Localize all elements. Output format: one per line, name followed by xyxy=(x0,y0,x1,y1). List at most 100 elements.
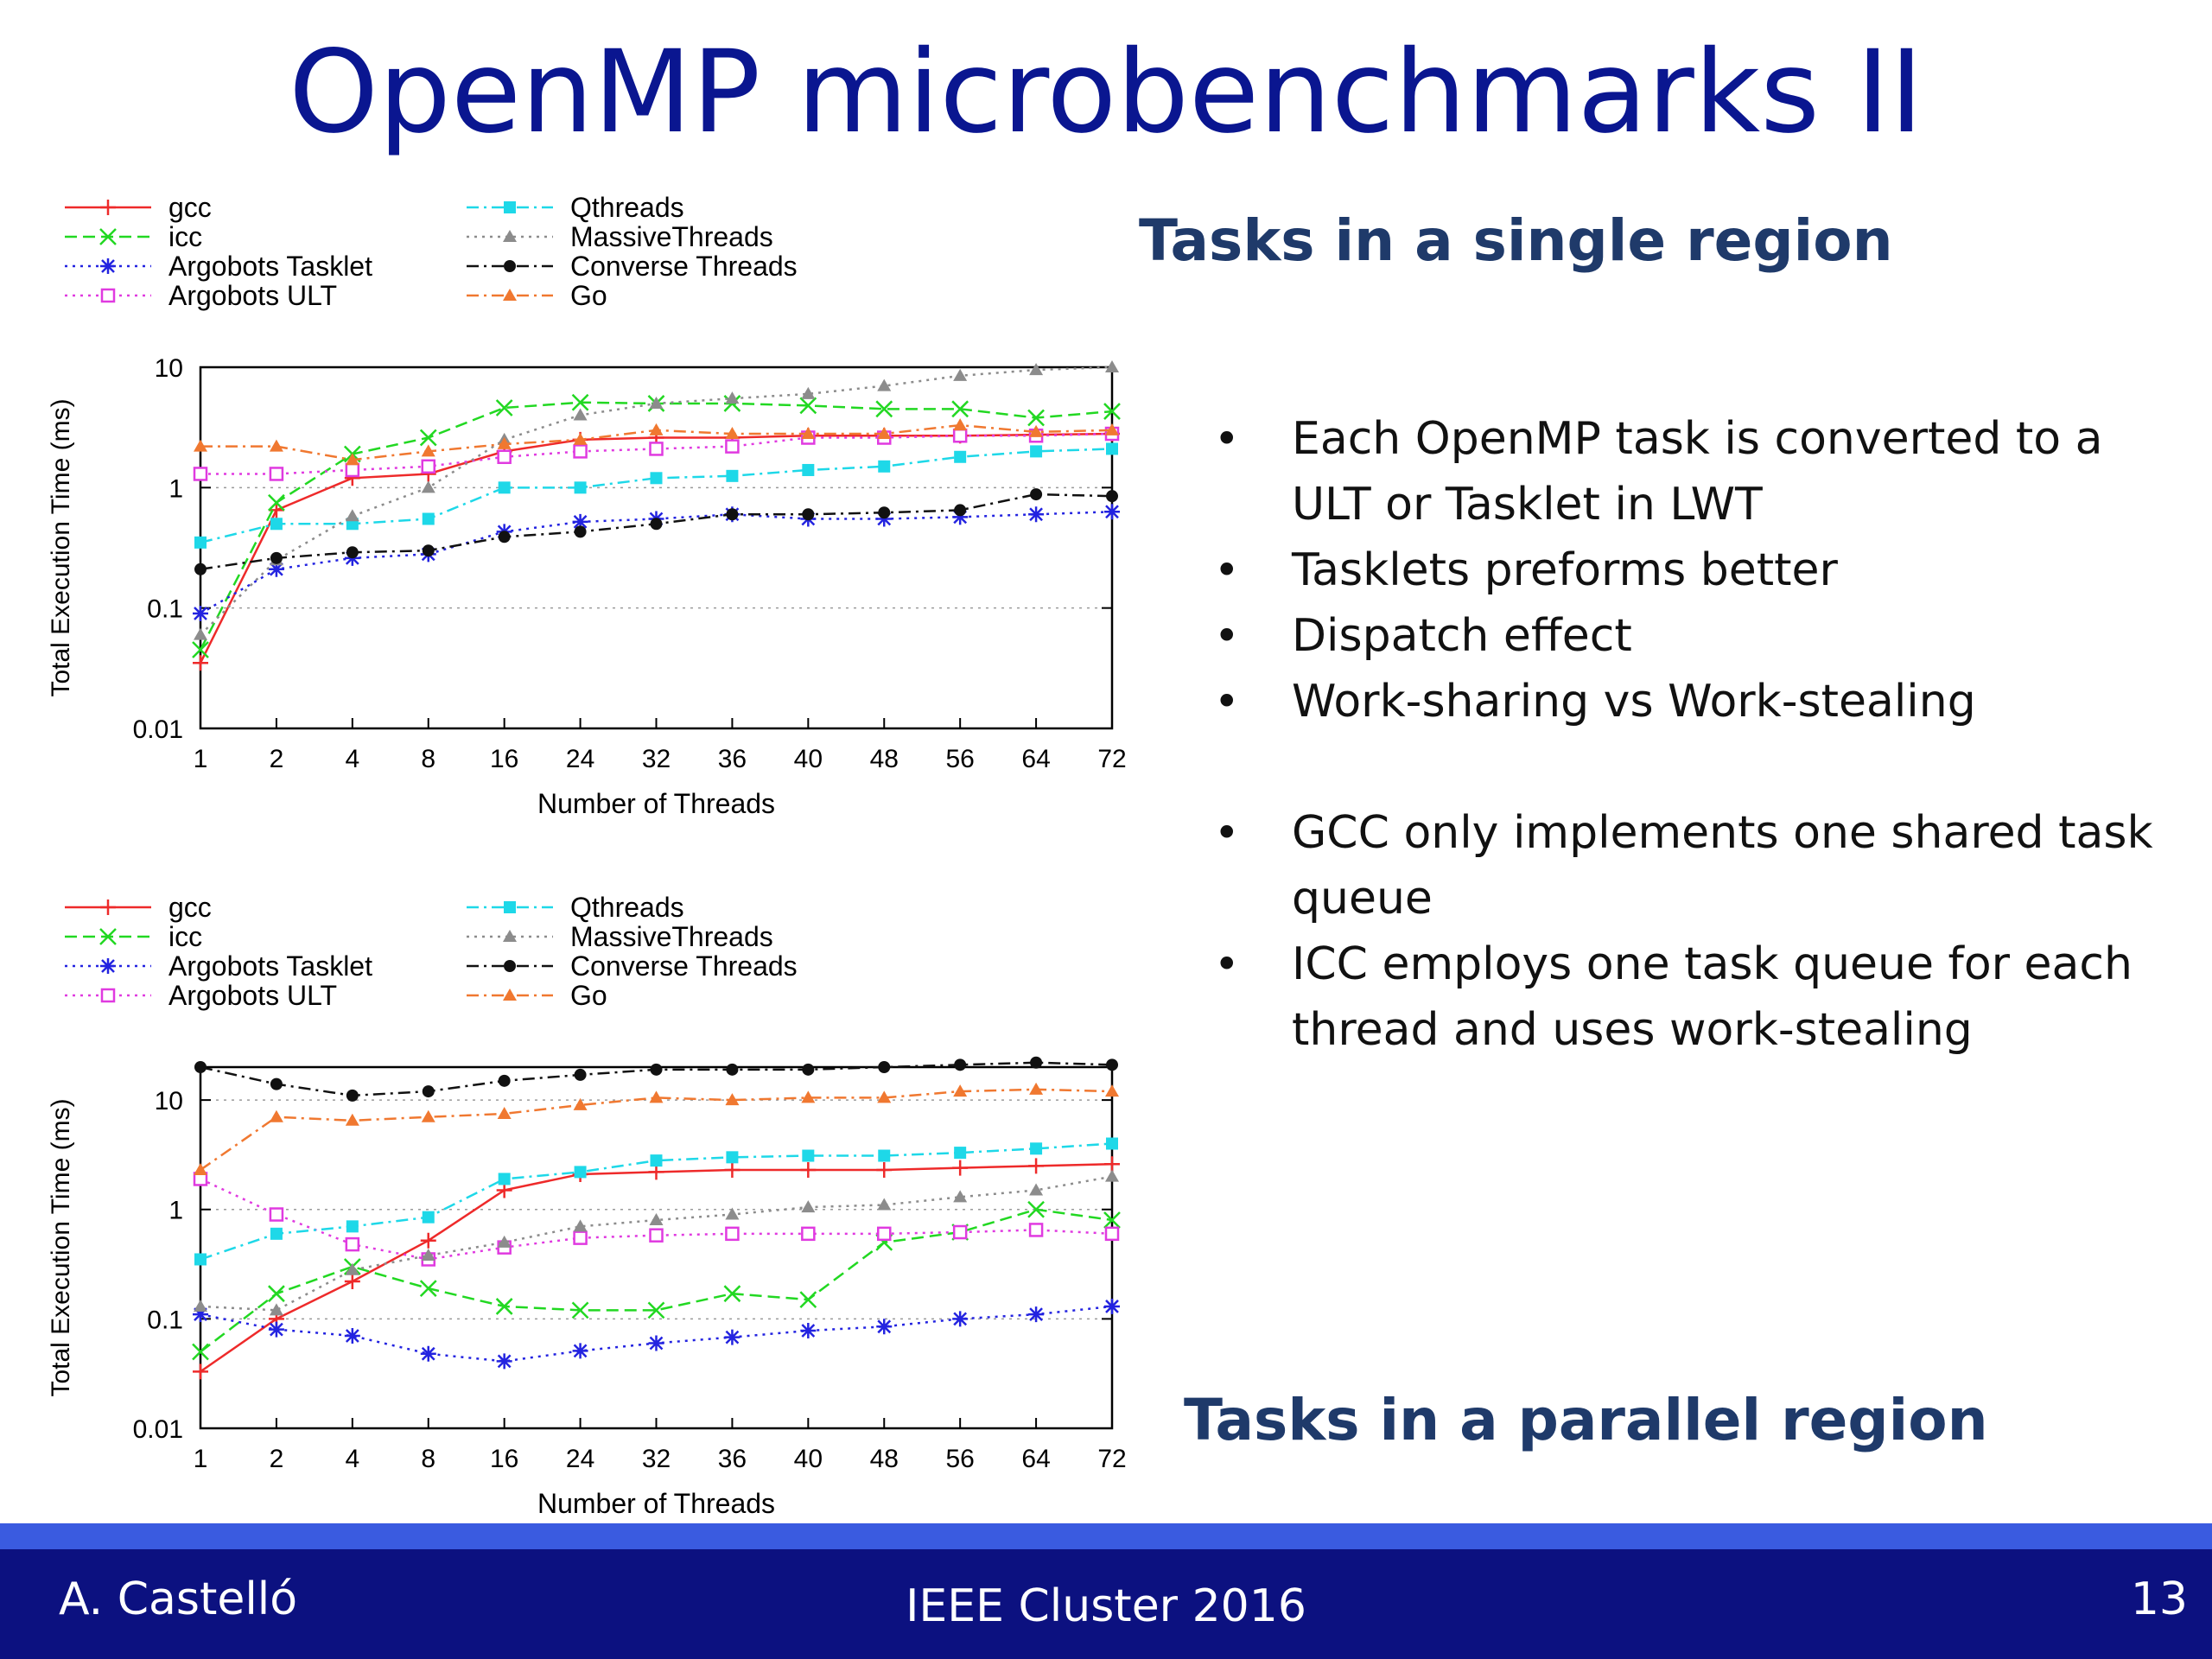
x-tick-label: 72 xyxy=(1097,745,1126,773)
data-point xyxy=(572,1343,588,1359)
data-point xyxy=(194,536,207,549)
data-point xyxy=(495,399,513,416)
legend-label: Converse Threads xyxy=(570,950,798,982)
data-point xyxy=(1105,423,1119,435)
data-point xyxy=(647,1301,665,1319)
legend-item: icc xyxy=(65,921,202,952)
data-point xyxy=(725,1207,740,1220)
legend-label: Go xyxy=(570,280,607,311)
data-point xyxy=(419,429,437,447)
data-point xyxy=(194,1061,207,1073)
y-tick-label: 10 xyxy=(155,1087,183,1116)
data-point xyxy=(268,493,285,512)
legend-marker xyxy=(100,200,116,215)
data-point xyxy=(725,391,740,404)
footer-author: A. Castelló xyxy=(59,1573,298,1625)
footer-accent-band xyxy=(0,1523,2212,1549)
data-point xyxy=(194,563,207,575)
data-point xyxy=(497,449,512,465)
data-point xyxy=(799,1291,817,1308)
legend-item: Argobots ULT xyxy=(65,280,337,311)
legend-marker xyxy=(100,958,116,974)
data-point xyxy=(270,1077,283,1090)
legend-marker xyxy=(504,260,516,272)
data-point xyxy=(419,1280,437,1297)
data-point xyxy=(422,1085,435,1098)
data-point xyxy=(1028,1223,1044,1237)
x-tick-label: 4 xyxy=(345,745,359,773)
data-point xyxy=(193,1306,208,1323)
data-point xyxy=(875,400,893,418)
legend-item: Qthreads xyxy=(467,892,684,923)
data-point xyxy=(801,427,816,440)
legend-marker xyxy=(503,230,517,242)
data-point xyxy=(649,1213,664,1226)
data-point xyxy=(801,1200,816,1213)
data-point xyxy=(346,546,359,559)
data-point xyxy=(725,427,740,440)
bullet-item: Tasklets preforms better xyxy=(1214,537,2190,603)
legend-label: Qthreads xyxy=(570,892,684,923)
legend-marker xyxy=(100,258,116,274)
legend-item: Converse Threads xyxy=(467,251,798,282)
data-point xyxy=(572,513,588,530)
data-point xyxy=(1029,363,1044,376)
legend-marker xyxy=(503,988,517,1001)
data-point xyxy=(194,1299,207,1312)
data-point xyxy=(876,1161,893,1178)
series-go xyxy=(194,1082,1119,1175)
data-point xyxy=(649,1228,664,1243)
bullet-item: ICC employs one task queue for each thre… xyxy=(1214,931,2190,1063)
legend-marker xyxy=(100,288,116,303)
data-point xyxy=(723,1285,741,1303)
data-point xyxy=(1029,1183,1044,1196)
data-point xyxy=(1104,1298,1120,1314)
bullet-item: Dispatch effect xyxy=(1214,603,2190,669)
legend-label: Qthreads xyxy=(570,192,684,223)
series-go xyxy=(194,418,1119,466)
data-point xyxy=(1103,1211,1121,1229)
x-tick-label: 24 xyxy=(566,745,594,773)
legend-label: Argobots Tasklet xyxy=(168,251,372,282)
data-point xyxy=(876,511,893,527)
data-point xyxy=(573,444,588,459)
data-point xyxy=(954,1147,967,1160)
y-tick-label: 0.1 xyxy=(147,595,183,624)
data-point xyxy=(1029,424,1044,437)
data-point xyxy=(192,641,209,658)
data-point xyxy=(192,1343,209,1361)
y-tick-label: 0.1 xyxy=(147,1306,183,1334)
data-point xyxy=(650,1154,663,1167)
legend-marker xyxy=(503,930,517,942)
data-point xyxy=(194,439,207,452)
data-point xyxy=(346,1089,359,1102)
data-point xyxy=(952,509,969,525)
series-converse-threads xyxy=(194,1056,1118,1102)
data-point xyxy=(1106,1137,1118,1150)
data-point xyxy=(1106,442,1118,455)
legend-label: Go xyxy=(570,980,607,1011)
data-point xyxy=(345,1236,360,1252)
legend-label: MassiveThreads xyxy=(570,921,773,952)
data-point xyxy=(421,1109,435,1122)
data-point xyxy=(270,551,283,564)
data-point xyxy=(878,506,891,519)
data-point xyxy=(573,1219,588,1232)
legend-marker xyxy=(504,201,516,213)
series-line xyxy=(199,432,1113,664)
data-point xyxy=(1030,1142,1043,1155)
data-point xyxy=(877,427,892,440)
data-point xyxy=(801,1226,816,1242)
data-point xyxy=(878,1061,891,1073)
legend-label: Argobots ULT xyxy=(168,980,337,1011)
data-point xyxy=(726,1063,739,1076)
legend-item: Argobots Tasklet xyxy=(65,251,372,282)
x-tick-label: 8 xyxy=(421,745,435,773)
subtitle-single-region: Tasks in a single region xyxy=(1139,207,1893,274)
data-point xyxy=(952,428,968,443)
data-point xyxy=(193,606,208,622)
data-point xyxy=(193,655,208,671)
data-point xyxy=(193,1363,208,1380)
data-point xyxy=(725,1093,740,1106)
data-point xyxy=(345,453,359,466)
